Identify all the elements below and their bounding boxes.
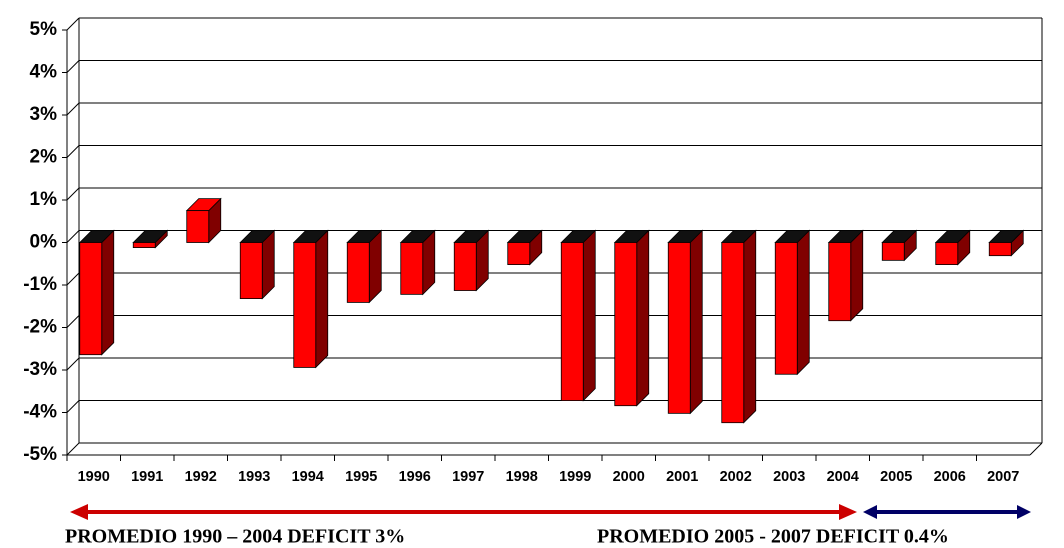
y-tick-label: 1% (30, 189, 58, 210)
x-tick-label: 2006 (934, 469, 966, 485)
grid-line (66, 442, 80, 456)
grid-line (66, 187, 80, 201)
bar (453, 242, 477, 291)
bar (560, 242, 584, 402)
bar-side (582, 229, 596, 402)
x-tick-label: 2001 (666, 469, 698, 485)
bar (346, 242, 370, 303)
blue-arrow-head-left (863, 505, 877, 519)
x-tick-label: 2003 (773, 469, 805, 485)
grid-line (66, 145, 80, 158)
x-tick-label: 2002 (720, 469, 752, 485)
bar-side (636, 229, 650, 407)
floor-right (1029, 442, 1043, 456)
grid-line (66, 17, 80, 31)
bar (186, 210, 210, 243)
bar (935, 242, 959, 266)
blue-arrow-head-right (1017, 505, 1031, 519)
bar (828, 242, 852, 322)
y-tick-label: -5% (23, 444, 57, 465)
bar (614, 242, 638, 407)
bar-side (101, 229, 115, 356)
y-tick-label: 0% (30, 232, 58, 253)
annotation: PROMEDIO 1990 – 2004 DEFICIT 3% (65, 526, 405, 548)
grid-line (66, 102, 80, 116)
red-arrow-head-right (839, 504, 857, 520)
bar (667, 242, 691, 414)
bar (132, 242, 156, 248)
bar-side (368, 229, 382, 304)
bar (79, 242, 103, 356)
x-tick-label: 1990 (78, 469, 110, 485)
bar (400, 242, 424, 295)
plot: -5% -4% -3% -2% -1% 0% 1% 2% 3% 4% 5% 1990 1991 1992 1… (23, 17, 1043, 485)
x-tick-label: 1994 (292, 469, 324, 485)
arrows (70, 504, 1031, 520)
bar (239, 242, 263, 299)
y-tick-label: -3% (23, 359, 57, 380)
grid-line (66, 400, 80, 413)
x-tick-label: 1996 (399, 469, 431, 485)
bar-side (850, 229, 864, 322)
x-tick-label: 2004 (827, 469, 859, 485)
grid-line (66, 230, 80, 243)
bar-side (743, 229, 757, 424)
bar (881, 242, 905, 261)
x-tick-label: 1995 (345, 469, 377, 485)
bar-side (796, 229, 810, 376)
bar-side (689, 229, 703, 415)
y-tick-label: 3% (30, 104, 58, 125)
grid-line (66, 315, 80, 328)
x-tick-label: 2007 (987, 469, 1019, 485)
x-tick-label: 1997 (452, 469, 484, 485)
x-tick-label: 1998 (506, 469, 538, 485)
y-tick-label: 5% (30, 19, 58, 40)
y-tick-label: 2% (30, 147, 58, 168)
red-arrow-head-left (70, 504, 88, 520)
grid-line (66, 60, 80, 73)
bar (774, 242, 798, 375)
x-tick-label: 1992 (185, 469, 217, 485)
x-tick-label: 1993 (238, 469, 270, 485)
bar (507, 242, 531, 266)
grid-line (66, 357, 80, 371)
bar (988, 242, 1012, 257)
x-tick-label: 1991 (131, 469, 163, 485)
bar-side (315, 229, 329, 369)
x-tick-label: 1999 (559, 469, 591, 485)
bar (721, 242, 745, 424)
y-tick-label: 4% (30, 62, 58, 83)
y-tick-label: -1% (23, 274, 57, 295)
y-tick-label: -4% (23, 402, 57, 423)
bar (293, 242, 317, 368)
x-tick-label: 2000 (613, 469, 645, 485)
grid-line (66, 272, 80, 286)
y-tick-label: -2% (23, 317, 57, 338)
annotation: PROMEDIO 2005 - 2007 DEFICIT 0.4% (597, 526, 949, 548)
x-tick-label: 2005 (880, 469, 912, 485)
